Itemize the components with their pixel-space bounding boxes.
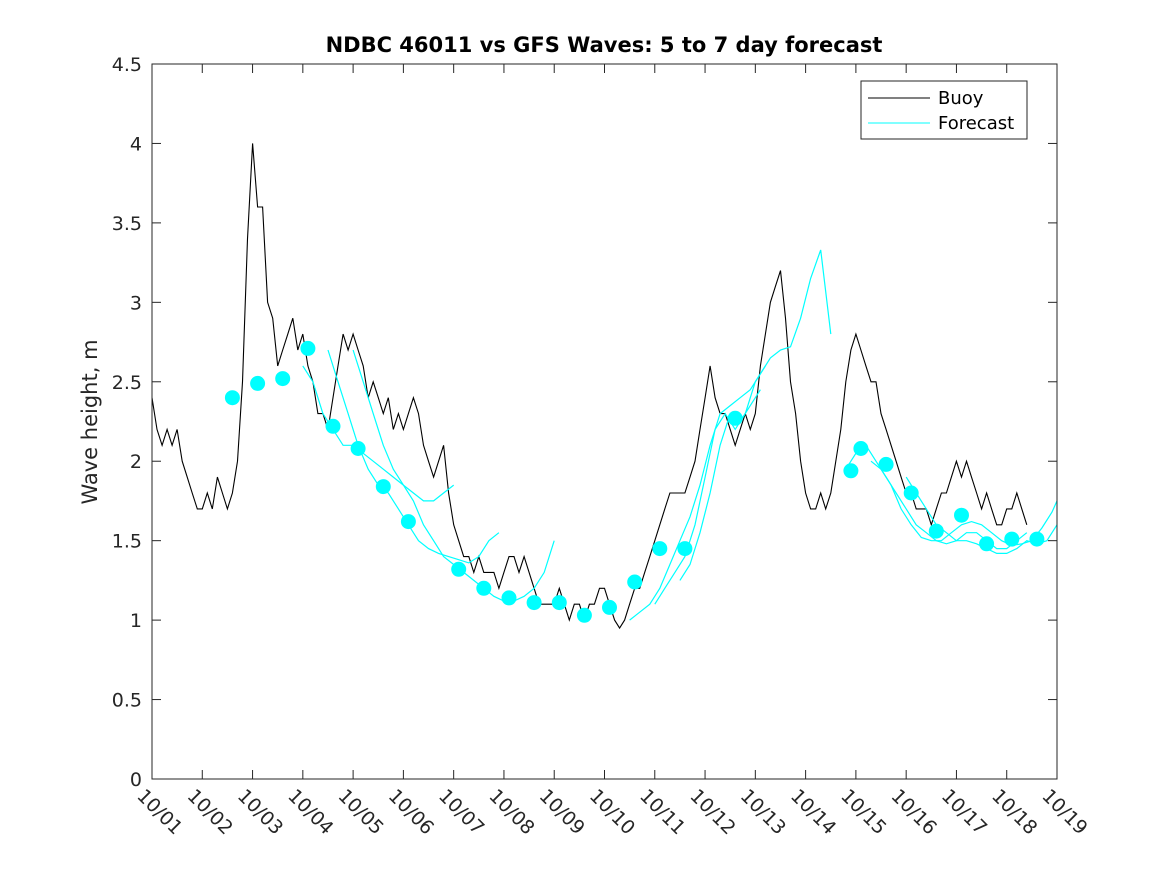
- forecast-marker: [878, 456, 894, 472]
- plot-background: [152, 64, 1057, 779]
- forecast-marker: [602, 599, 617, 615]
- forecast-marker: [677, 541, 693, 557]
- forecast-marker: [551, 595, 567, 611]
- forecast-marker: [954, 507, 969, 523]
- forecast-marker: [224, 390, 240, 406]
- y-tick-label: 4: [130, 133, 142, 155]
- plot-area: 00.511.522.533.544.510/0110/0210/0310/04…: [112, 54, 1092, 839]
- forecast-marker: [451, 561, 467, 577]
- legend-label-forecast: Forecast: [938, 113, 1014, 134]
- y-tick-label: 2: [130, 451, 142, 473]
- y-tick-label: 4.5: [112, 54, 142, 76]
- forecast-line: [679, 389, 761, 581]
- y-tick-label: 2.5: [112, 372, 142, 394]
- forecast-marker: [627, 574, 643, 590]
- forecast-marker: [400, 514, 416, 530]
- forecast-marker: [928, 523, 944, 539]
- forecast-marker: [501, 590, 517, 606]
- forecast-line: [654, 365, 766, 605]
- legend-label-buoy: Buoy: [938, 88, 984, 109]
- forecast-marker: [576, 607, 592, 623]
- forecast-marker: [979, 536, 995, 552]
- forecast-marker: [275, 371, 291, 387]
- y-tick-label: 0: [130, 769, 142, 791]
- forecast-marker: [300, 340, 316, 356]
- forecast-marker: [350, 441, 366, 456]
- forecast-marker: [652, 541, 668, 557]
- legend-box: [860, 80, 1028, 140]
- forecast-marker: [727, 410, 743, 426]
- forecast-line: [629, 249, 832, 621]
- forecast-line: [327, 349, 500, 564]
- forecast-marker: [476, 580, 492, 596]
- forecast-marker: [1004, 531, 1020, 547]
- forecast-marker: [325, 418, 341, 434]
- y-tick-label: 3: [130, 292, 142, 314]
- y-tick-label: 1: [130, 610, 142, 632]
- forecast-marker: [375, 479, 391, 495]
- forecast-marker: [903, 485, 919, 501]
- series-layer: [151, 143, 1058, 630]
- y-axis-label: Wave height, m: [78, 339, 102, 504]
- buoy-line: [151, 143, 1028, 630]
- forecast-marker: [853, 441, 869, 456]
- y-tick-label: 3.5: [112, 213, 142, 235]
- legend: Buoy Forecast: [860, 80, 1028, 140]
- forecast-marker: [843, 463, 859, 479]
- forecast-marker: [1029, 531, 1045, 547]
- forecast-marker: [250, 375, 266, 391]
- y-tick-label: 0.5: [112, 690, 142, 712]
- chart-title: NDBC 46011 vs GFS Waves: 5 to 7 day fore…: [326, 33, 883, 57]
- forecast-marker: [526, 595, 542, 611]
- y-tick-label: 1.5: [112, 531, 142, 553]
